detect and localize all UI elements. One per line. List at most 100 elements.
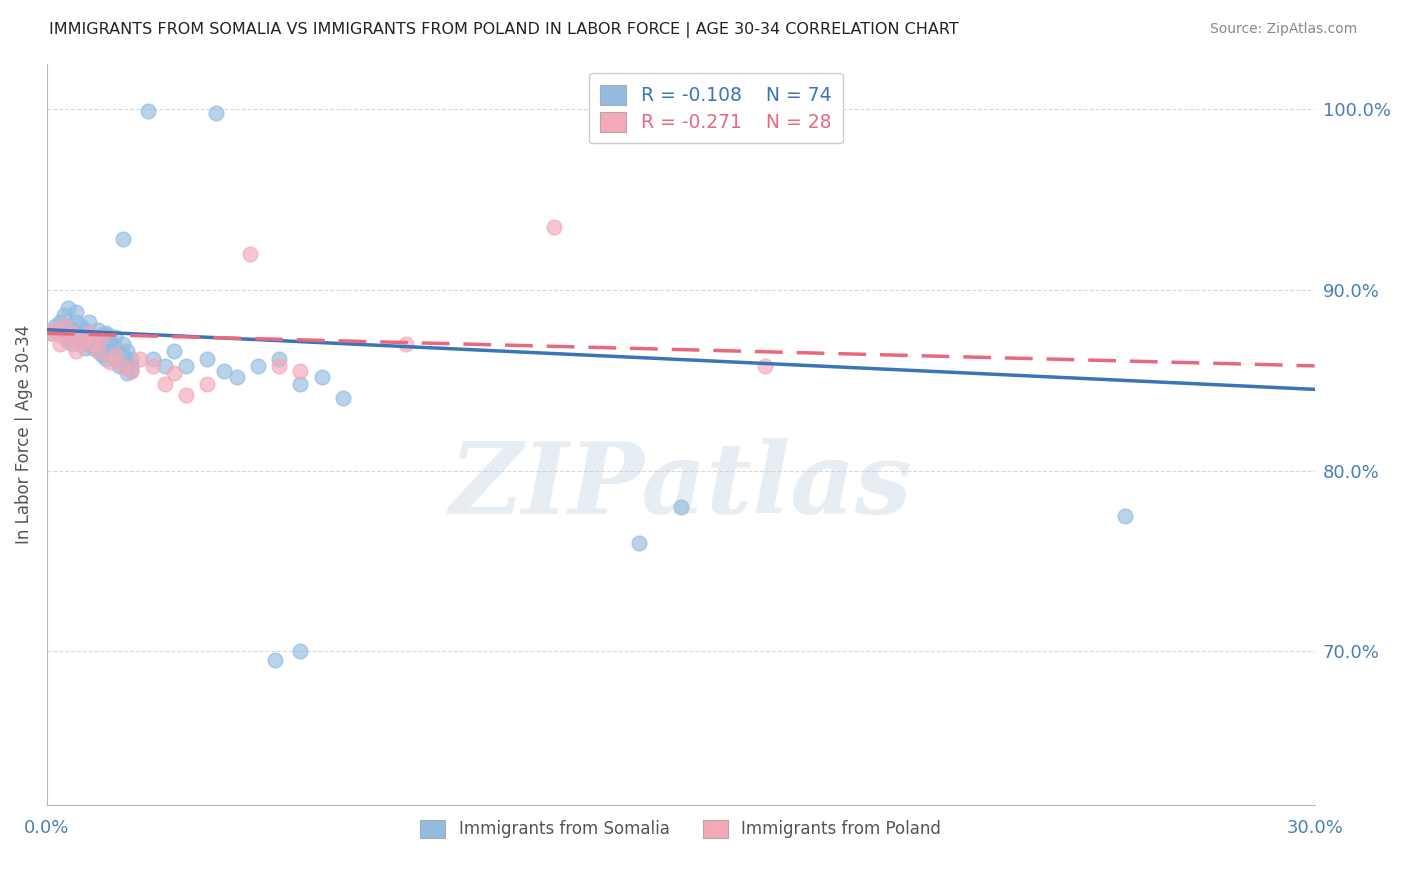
Point [73, 341, 96, 355]
Point [115, 366, 138, 380]
Point [155, 376, 177, 391]
Point [60, 337, 83, 351]
Point [60, 326, 83, 341]
Point [111, 337, 134, 351]
Point [205, 106, 228, 120]
Point [90, 328, 112, 343]
Point [176, 388, 198, 402]
Point [86, 323, 108, 337]
Point [73, 330, 96, 344]
Point [214, 364, 236, 378]
Point [247, 359, 270, 373]
Point [120, 351, 142, 366]
Point [44, 323, 66, 337]
Point [73, 334, 96, 348]
Point [264, 653, 287, 667]
Point [52, 323, 75, 337]
Point [141, 359, 163, 373]
Point [269, 351, 291, 366]
Point [197, 376, 219, 391]
Point [77, 316, 100, 330]
Point [141, 351, 163, 366]
Point [39, 326, 62, 341]
Point [98, 334, 121, 348]
Point [56, 334, 79, 348]
Point [86, 344, 108, 359]
Point [128, 351, 150, 366]
Point [39, 326, 62, 341]
Point [120, 364, 142, 378]
Point [44, 319, 66, 334]
Point [290, 376, 312, 391]
Point [86, 334, 108, 348]
Point [90, 330, 112, 344]
Point [311, 369, 333, 384]
Point [73, 323, 96, 337]
Point [94, 328, 117, 343]
Point [543, 219, 565, 234]
Point [90, 337, 112, 351]
Point [155, 359, 177, 373]
Point [111, 359, 134, 373]
Point [44, 323, 66, 337]
Point [98, 344, 121, 359]
Point [98, 355, 121, 369]
Point [90, 348, 112, 362]
Point [56, 301, 79, 315]
Point [163, 344, 186, 359]
Point [269, 359, 291, 373]
Point [60, 323, 83, 337]
Point [103, 348, 125, 362]
Point [94, 326, 117, 341]
Point [120, 364, 142, 378]
Point [111, 359, 134, 373]
Text: IMMIGRANTS FROM SOMALIA VS IMMIGRANTS FROM POLAND IN LABOR FORCE | AGE 30-34 COR: IMMIGRANTS FROM SOMALIA VS IMMIGRANTS FR… [49, 22, 959, 38]
Point [332, 392, 354, 406]
Text: ZIPatlas: ZIPatlas [450, 438, 912, 534]
Point [48, 337, 70, 351]
Point [65, 344, 87, 359]
Point [82, 337, 104, 351]
Point [115, 355, 138, 369]
Point [56, 334, 79, 348]
Point [65, 316, 87, 330]
Point [86, 344, 108, 359]
Point [77, 337, 100, 351]
Point [65, 326, 87, 341]
Text: Source: ZipAtlas.com: Source: ZipAtlas.com [1209, 22, 1357, 37]
Point [111, 348, 134, 362]
Point [69, 330, 91, 344]
Point [226, 369, 249, 384]
Point [52, 319, 75, 334]
Point [82, 337, 104, 351]
Point [77, 326, 100, 341]
Point [103, 341, 125, 355]
Point [69, 337, 91, 351]
Point [82, 330, 104, 344]
Point [395, 337, 418, 351]
Point [136, 103, 159, 118]
Point [290, 644, 312, 658]
Point [94, 351, 117, 366]
Point [197, 351, 219, 366]
Point [120, 359, 142, 373]
Point [111, 232, 134, 246]
Point [82, 341, 104, 355]
Point [627, 536, 650, 550]
Point [60, 328, 83, 343]
Point [94, 337, 117, 351]
Legend: Immigrants from Somalia, Immigrants from Poland: Immigrants from Somalia, Immigrants from… [413, 813, 948, 845]
Point [65, 304, 87, 318]
Point [103, 330, 125, 344]
Point [754, 359, 776, 373]
Point [290, 364, 312, 378]
Point [48, 316, 70, 330]
Point [103, 351, 125, 366]
Point [48, 328, 70, 343]
Point [69, 337, 91, 351]
Point [107, 359, 129, 373]
Point [176, 359, 198, 373]
Point [69, 326, 91, 341]
Point [669, 500, 692, 514]
Point [98, 337, 121, 351]
